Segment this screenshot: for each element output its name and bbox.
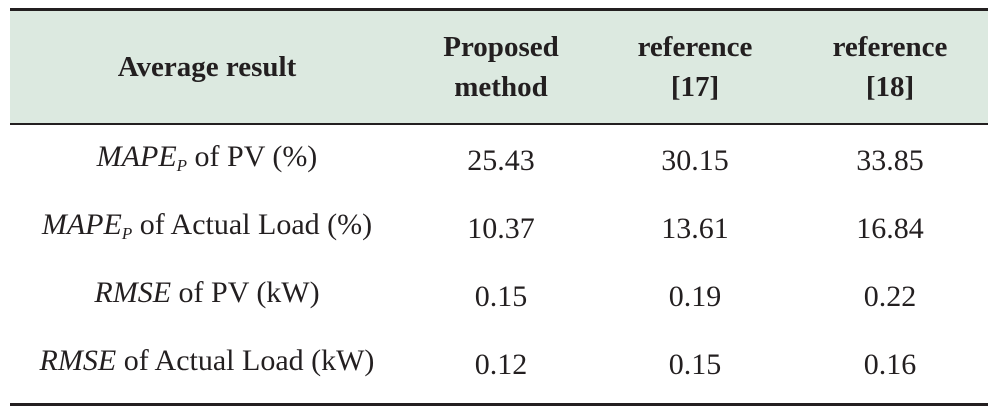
cell-ref18: 0.16 — [863, 348, 917, 381]
cell-ref17: 13.61 — [661, 212, 729, 245]
header-reference-18: reference [18] — [832, 31, 948, 103]
table-row: MAPEP of Actual Load (%) 10.37 13.61 16.… — [10, 195, 988, 263]
cell-ref17: 0.19 — [668, 280, 722, 313]
header-average-result: Average result — [117, 51, 297, 83]
header-proposed-method: Proposed method — [443, 31, 559, 103]
table-body: MAPEP of PV (%) 25.43 30.15 33.85 MAPEP … — [10, 125, 988, 403]
cell-ref18: 33.85 — [856, 144, 924, 177]
cell-proposed: 10.37 — [467, 212, 535, 245]
cell-ref17: 0.15 — [668, 348, 722, 381]
cell-proposed: 0.15 — [474, 280, 528, 313]
row-label: MAPEP of PV (%) — [96, 139, 318, 175]
header-rule — [10, 123, 988, 125]
row-label: RMSE of PV (kW) — [94, 275, 320, 309]
row-label: RMSE of Actual Load (kW) — [39, 343, 375, 377]
row-label: MAPEP of Actual Load (%) — [41, 207, 373, 243]
header-reference-17: reference [17] — [637, 31, 753, 103]
results-table: Average result Proposed method reference… — [10, 8, 988, 406]
bottom-rule — [10, 403, 988, 406]
cell-proposed: 25.43 — [467, 144, 535, 177]
cell-ref18: 16.84 — [856, 212, 924, 245]
cell-ref18: 0.22 — [863, 280, 917, 313]
table-row: MAPEP of PV (%) 25.43 30.15 33.85 — [10, 127, 988, 195]
cell-proposed: 0.12 — [474, 348, 528, 381]
table-row: RMSE of PV (kW) 0.15 0.19 0.22 — [10, 263, 988, 331]
cell-ref17: 30.15 — [661, 144, 729, 177]
top-rule — [10, 8, 988, 11]
table-row: RMSE of Actual Load (kW) 0.12 0.15 0.16 — [10, 331, 988, 399]
table-header: Average result Proposed method reference… — [10, 11, 988, 123]
